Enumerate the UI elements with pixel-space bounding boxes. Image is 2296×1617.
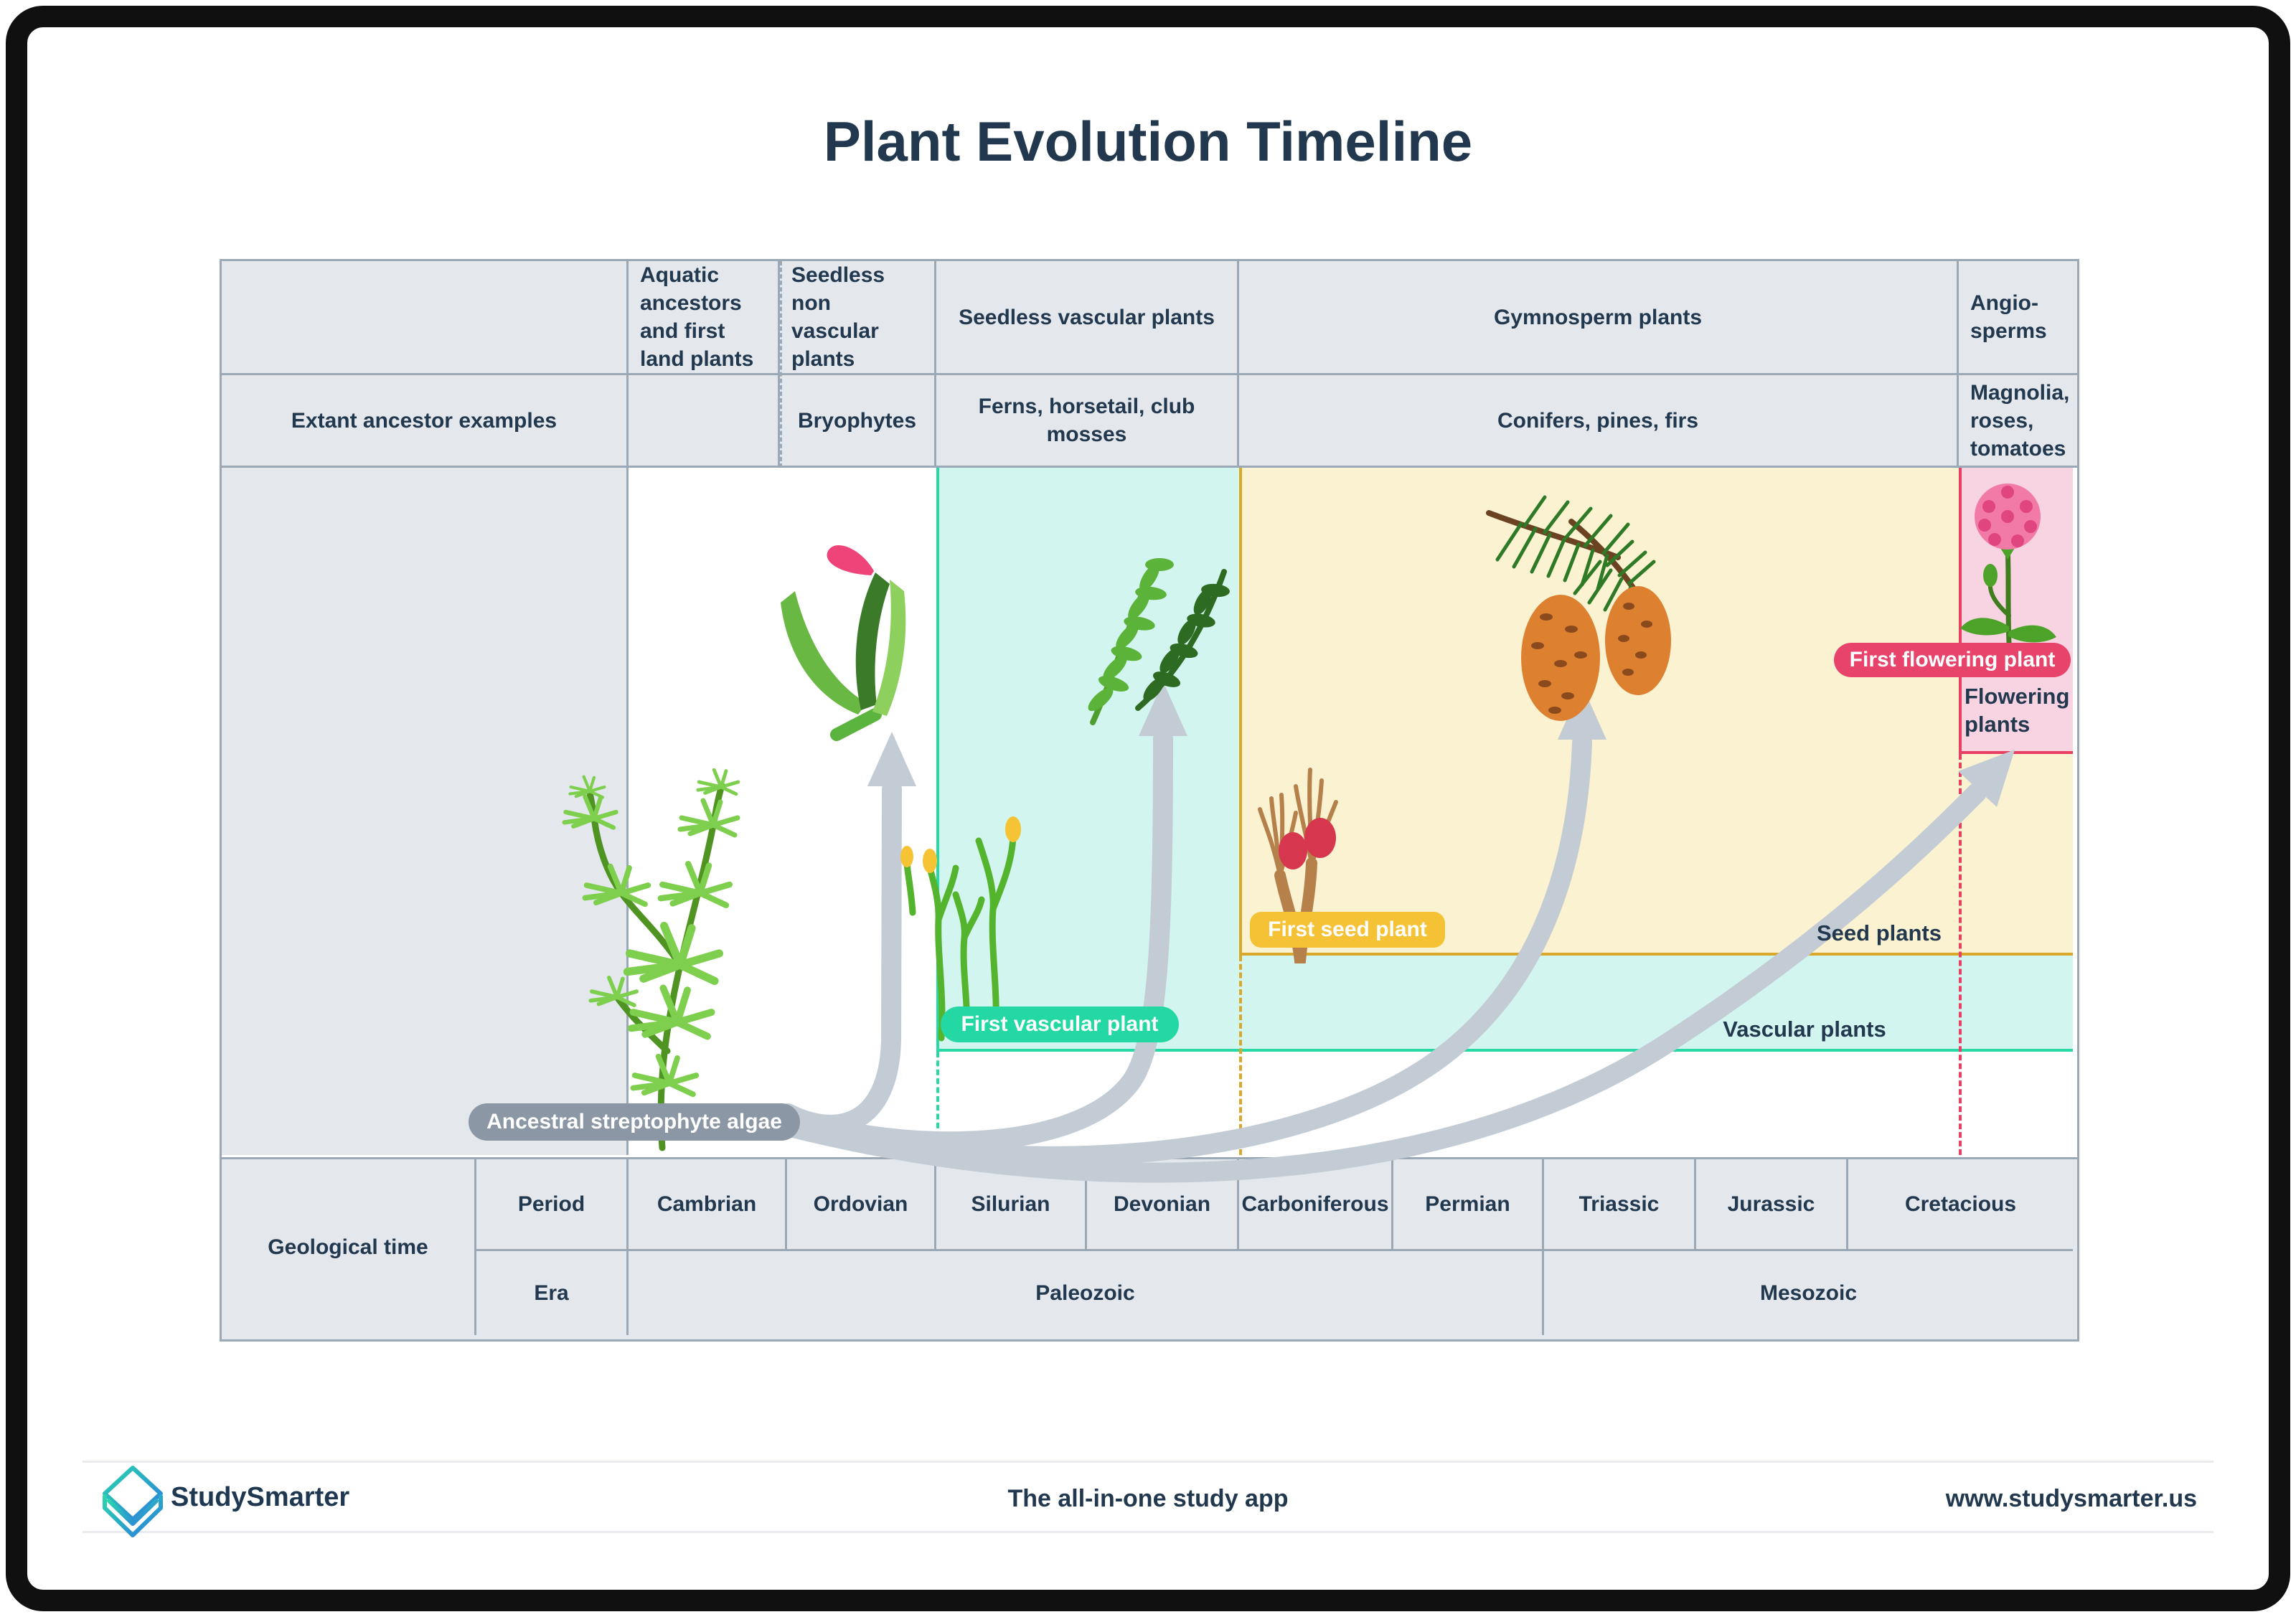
header-seedless-nonvascular: Seedless non vascular plants xyxy=(780,261,936,375)
moss-illustration xyxy=(781,545,906,741)
period-cambrian: Cambrian xyxy=(629,1159,787,1251)
vascular-plants-label: Vascular plants xyxy=(1723,1017,1886,1042)
studysmarter-logo-icon xyxy=(103,1466,163,1537)
seed-plants-label: Seed plants xyxy=(1817,920,1942,946)
header-aquatic-ancestors: Aquatic ancestors and first land plants xyxy=(629,261,780,375)
geological-time-table: Geological time Period Era Cambrian Ordo… xyxy=(220,1157,2079,1342)
extant-ferns-cell: Ferns, horsetail, club mosses xyxy=(936,375,1239,468)
period-label-cell: Period xyxy=(476,1159,629,1251)
extant-magnolia-cell: Magnolia, roses, tomatoes xyxy=(1959,375,2077,468)
geological-time-cell: Geological time xyxy=(222,1159,476,1335)
period-carboniferous: Carboniferous xyxy=(1239,1159,1393,1251)
early-vascular-plant-illustration xyxy=(900,816,1021,1042)
ancestral-algae-illustration xyxy=(537,678,788,1151)
era-label-cell: Era xyxy=(476,1251,629,1335)
page-title: Plant Evolution Timeline xyxy=(823,110,1473,173)
seed-origin-dashed-line xyxy=(1239,956,1242,1155)
period-silurian: Silurian xyxy=(936,1159,1087,1251)
era-paleozoic: Paleozoic xyxy=(629,1251,1544,1335)
period-ordovian: Ordovian xyxy=(787,1159,936,1251)
extant-ancestor-label-cell: Extant ancestor examples xyxy=(222,375,629,468)
first-vascular-plant-pill: First vascular plant xyxy=(941,1006,1179,1042)
first-seed-plant-pill: First seed plant xyxy=(1250,912,1445,948)
period-jurassic: Jurassic xyxy=(1696,1159,1848,1251)
header-empty-cell xyxy=(222,261,629,375)
header-seedless-vascular: Seedless vascular plants xyxy=(936,261,1239,375)
flowering-origin-dashed-line xyxy=(1959,754,1962,1155)
aquatic-bryophyte-dashed-divider xyxy=(780,261,782,468)
footer-tagline: The all-in-one study app xyxy=(1007,1485,1289,1512)
brand-name: StudySmarter xyxy=(171,1482,350,1512)
flowering-plant-illustration xyxy=(1960,484,2056,644)
flowering-plants-label: Flowering plants xyxy=(1965,684,2070,737)
footer-top-rule xyxy=(83,1461,2213,1463)
first-flowering-plant-pill: First flowering plant xyxy=(1834,643,2071,677)
header-gymnosperm: Gymnosperm plants xyxy=(1239,261,1959,375)
header-angiosperms: Angio-sperms xyxy=(1959,261,2077,375)
footer-website: www.studysmarter.us xyxy=(1945,1485,2197,1512)
extant-conifers-cell: Conifers, pines, firs xyxy=(1239,375,1959,468)
extant-aquatic-empty-cell xyxy=(629,375,780,468)
body-left-gray-column xyxy=(222,468,629,1155)
fern-illustration xyxy=(1088,558,1230,725)
period-cretacious: Cretacious xyxy=(1848,1159,2073,1251)
vascular-origin-dashed-line xyxy=(936,1052,939,1155)
period-permian: Permian xyxy=(1393,1159,1544,1251)
footer-bottom-rule xyxy=(83,1531,2213,1533)
ancestral-algae-pill: Ancestral streptophyte algae xyxy=(469,1103,800,1141)
period-devonian: Devonian xyxy=(1087,1159,1239,1251)
extant-bryophytes-cell: Bryophytes xyxy=(780,375,936,468)
era-mesozoic: Mesozoic xyxy=(1544,1251,2073,1335)
period-triassic: Triassic xyxy=(1544,1159,1696,1251)
conifer-cones-illustration xyxy=(1486,495,1671,721)
vascular-plants-strip-region xyxy=(1239,956,2073,1052)
